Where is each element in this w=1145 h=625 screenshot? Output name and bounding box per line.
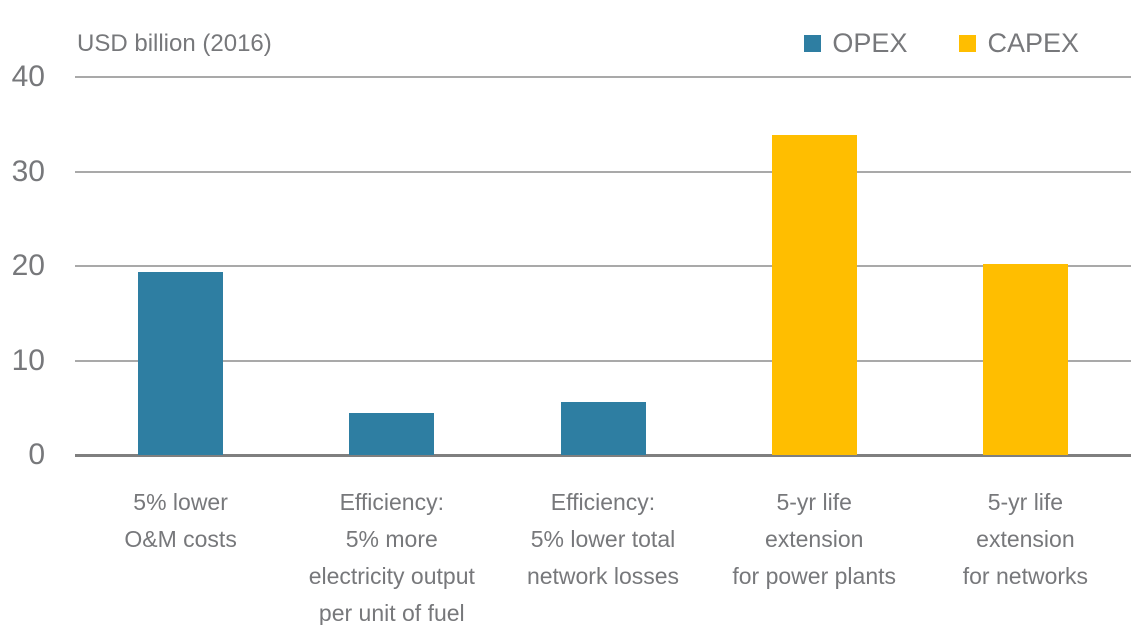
x-label-0: 5% lower O&M costs <box>124 489 237 552</box>
x-label-1: Efficiency: 5% more electricity output p… <box>308 489 475 625</box>
y-tick-40: 40 <box>11 60 45 93</box>
legend-swatch-opex-icon <box>804 35 822 52</box>
bar-opex-2 <box>560 402 646 455</box>
plot-area <box>75 76 1131 457</box>
x-label-3: 5-yr life extension for power plants <box>732 489 896 589</box>
y-tick-0: 0 <box>28 438 45 471</box>
y-tick-30: 30 <box>11 154 45 188</box>
gridline-20 <box>75 265 1131 267</box>
legend-item-capex: CAPEX <box>959 28 1079 59</box>
chart-title: USD billion (2016) <box>77 30 272 57</box>
bar-capex-3 <box>771 134 857 455</box>
x-label-4: 5-yr life extension for networks <box>962 489 1089 589</box>
legend-swatch-capex-icon <box>959 35 977 52</box>
y-tick-20: 20 <box>11 249 45 282</box>
legend: OPEX CAPEX <box>804 28 1079 59</box>
x-label-2: Efficiency: 5% lower total network losse… <box>526 489 680 589</box>
bar-capex-4 <box>982 264 1068 455</box>
legend-item-opex: OPEX <box>804 28 907 59</box>
legend-label-opex: OPEX <box>832 28 908 58</box>
bar-opex-0 <box>138 271 224 455</box>
gridline-30 <box>75 170 1131 173</box>
legend-label-capex: CAPEX <box>987 28 1079 58</box>
gridline-10 <box>75 359 1131 362</box>
gridline-40 <box>75 76 1131 78</box>
x-axis-baseline <box>75 453 1131 457</box>
bar-opex-1 <box>349 413 435 455</box>
y-tick-10: 10 <box>11 343 45 377</box>
